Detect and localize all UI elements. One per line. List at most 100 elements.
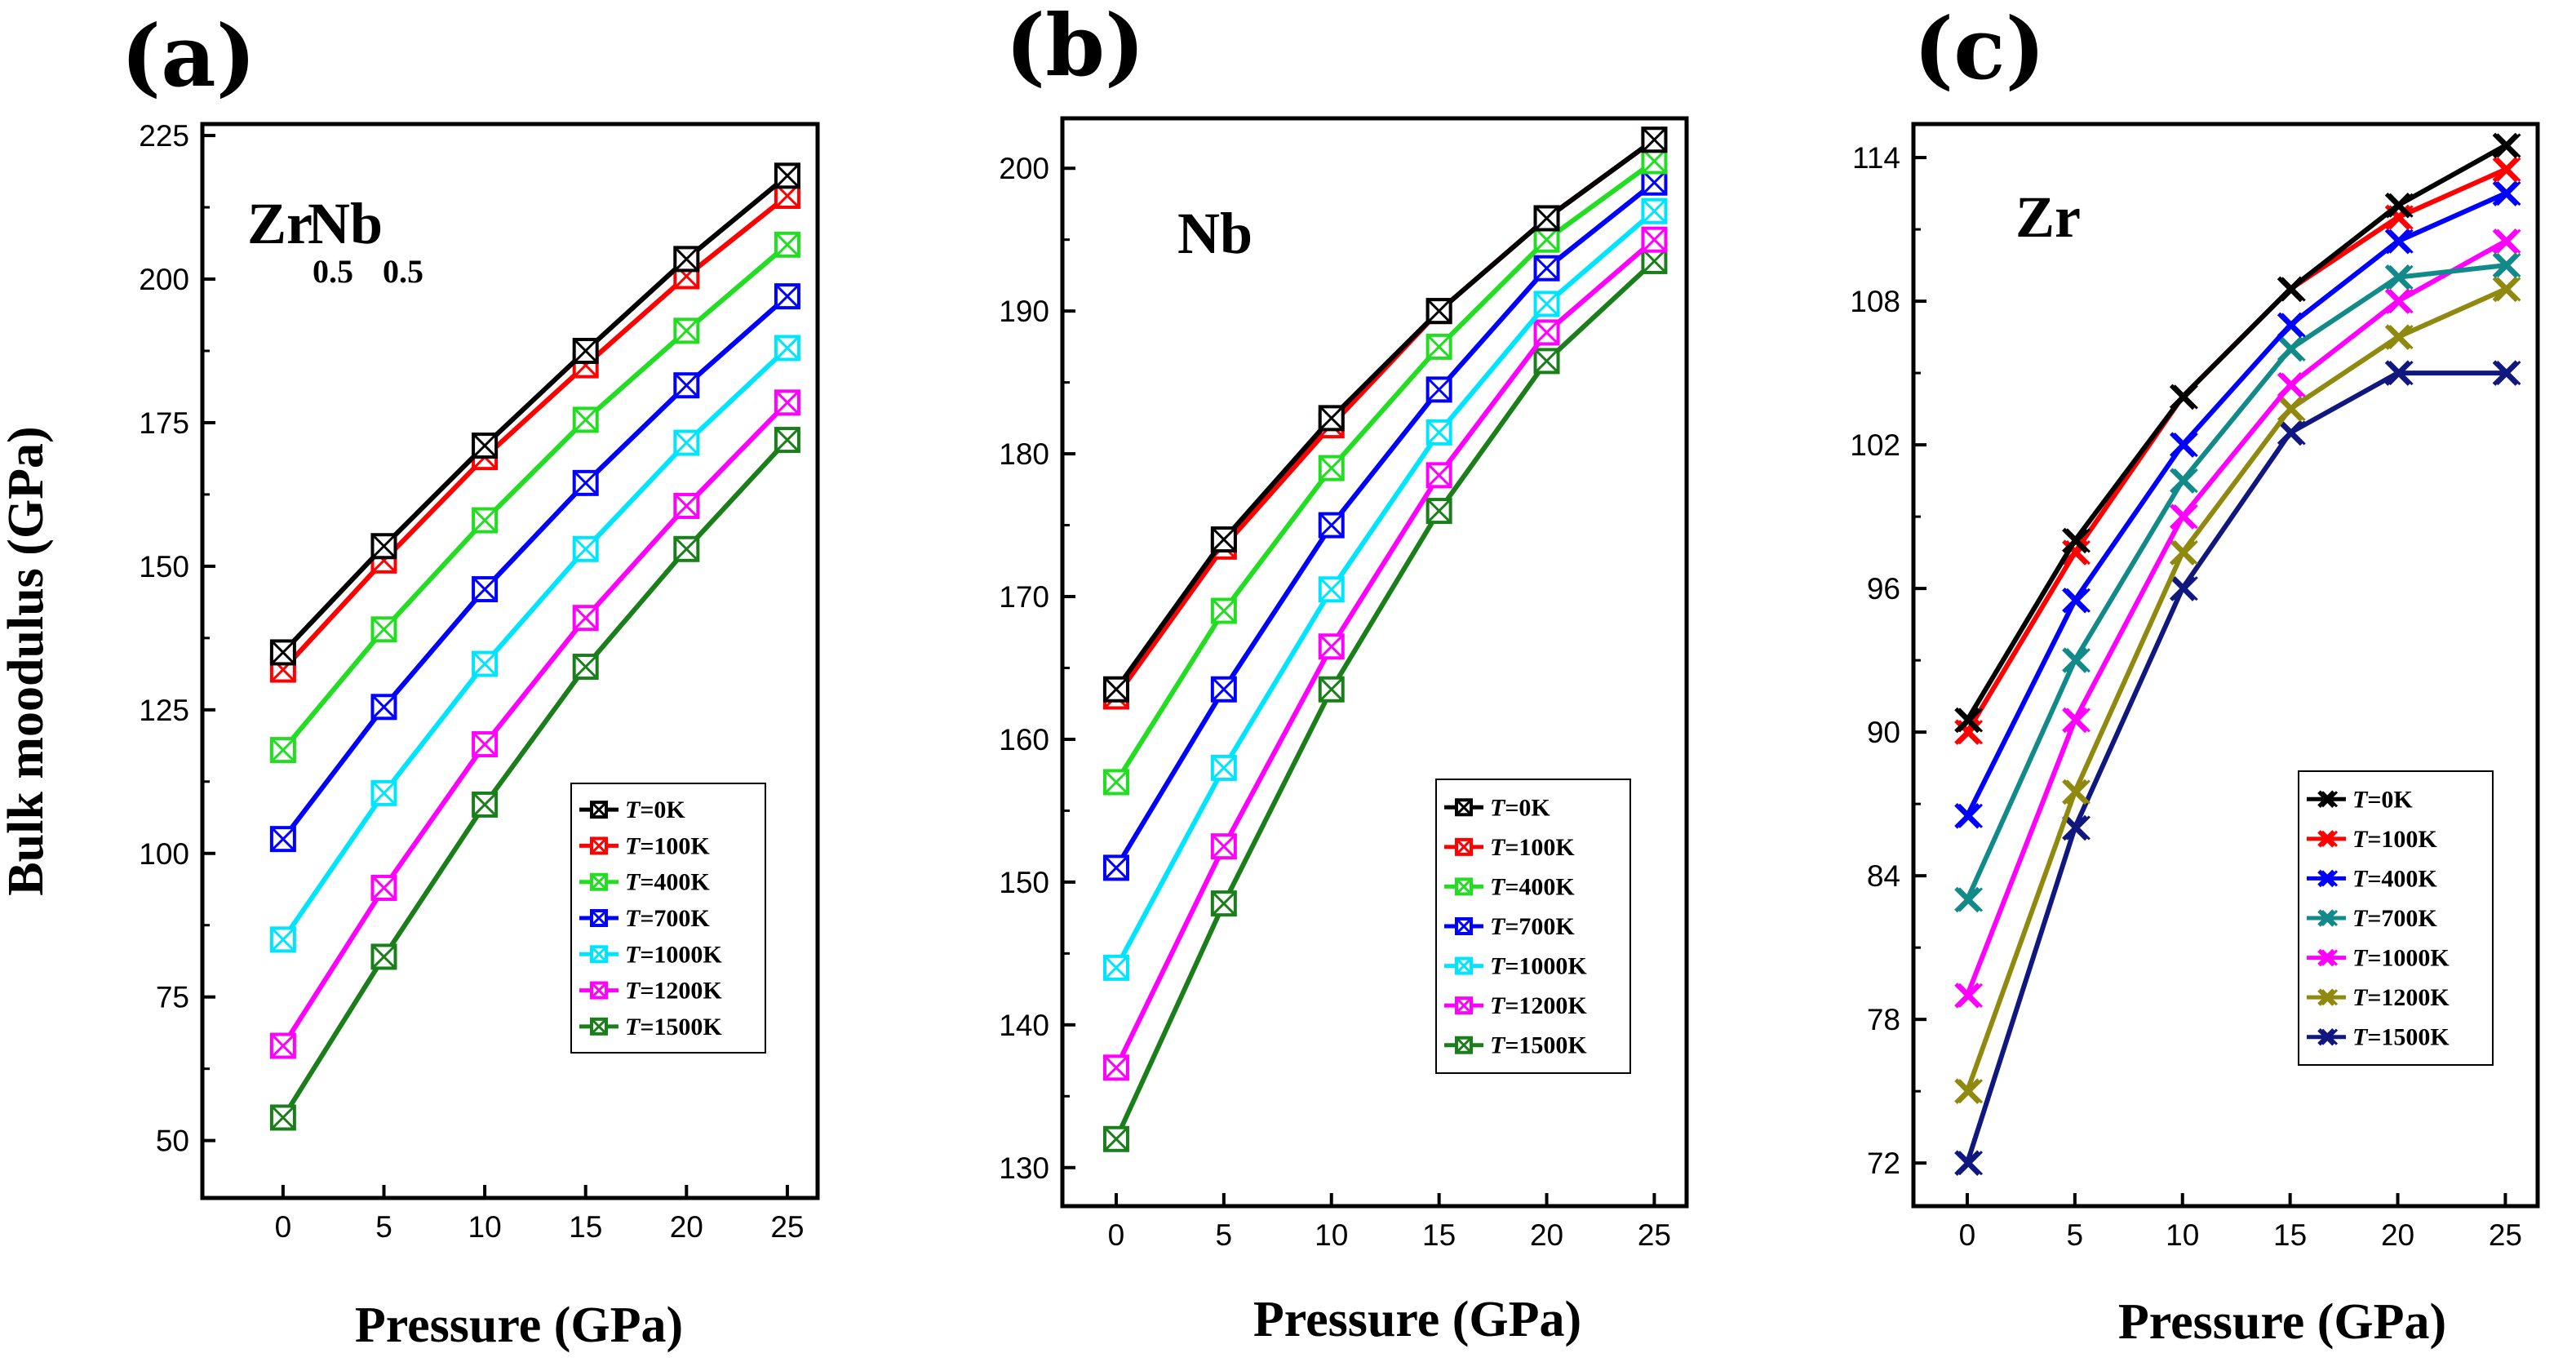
x-tick-label: 15 [569, 1210, 602, 1244]
annot-c-main1: Zr [2015, 184, 2081, 250]
series-t-1500k [1102, 247, 1668, 1152]
legend-label: T=0K [625, 796, 685, 823]
data-point [673, 246, 700, 273]
y-tick-label: 102 [1850, 428, 1900, 462]
data-point [774, 162, 800, 189]
series-t-700k [1954, 252, 2521, 913]
annot-a-main1: Zr [247, 191, 313, 256]
series-line [1965, 370, 2506, 1165]
data-point [590, 945, 608, 964]
data-point [1455, 798, 1473, 817]
series-t-1500k [1954, 360, 2521, 1176]
y-tick-label: 140 [999, 1009, 1049, 1042]
legend-entry: T=700K [2307, 905, 2437, 932]
legend-label: T=0K [1490, 794, 1550, 821]
data-point [472, 433, 499, 459]
data-point [2277, 312, 2306, 339]
data-point [370, 943, 397, 970]
legend-entry: T=1200K [1444, 992, 1587, 1019]
data-point [2492, 228, 2521, 255]
data-point [2384, 360, 2414, 386]
data-point [774, 427, 800, 454]
data-point [269, 1104, 296, 1131]
data-point [572, 469, 599, 496]
data-point [1210, 597, 1237, 624]
series-t-0k [1102, 126, 1668, 703]
data-point [2492, 252, 2521, 278]
series-line [281, 242, 789, 752]
series-line [1965, 143, 2507, 722]
y-tick-label: 90 [1867, 716, 1900, 749]
x-tick-label: 15 [1422, 1218, 1456, 1252]
series-t-0k [269, 162, 800, 666]
y-tick-label: 190 [999, 295, 1049, 328]
panel-annotation-c: Zr [2015, 184, 2081, 250]
data-point [673, 535, 700, 562]
data-point [1425, 419, 1452, 446]
series-t-700k [269, 283, 800, 853]
data-point [590, 981, 608, 1000]
data-point [269, 926, 296, 953]
y-tick-label: 75 [156, 981, 189, 1014]
panel-annotation-b: Nb [1177, 201, 1253, 266]
panel-b: (b) Nb Pressure (GPa) 130140150160170180… [999, 0, 1689, 1347]
legend-entry: T=0K [1444, 794, 1550, 821]
x-tick-label: 5 [1216, 1218, 1233, 1252]
legend-label: T=400K [2352, 865, 2437, 892]
series-line [1965, 191, 2507, 818]
series-line [281, 294, 789, 841]
data-point [1102, 676, 1129, 703]
data-point [1102, 954, 1129, 981]
data-point [1318, 455, 1345, 481]
legend-entry: T=1000K [579, 941, 722, 968]
plot-area-a: 50 75 100 125 150 175 200 225 0 5 10 15 20 25 T=0K T=10… [139, 119, 820, 1244]
data-point [2317, 1027, 2339, 1046]
series-line [1114, 159, 1656, 783]
data-point [2384, 264, 2414, 291]
x-tick-label: 20 [2381, 1218, 2414, 1252]
series-line [281, 173, 789, 654]
legend-entry: T=1000K [1444, 953, 1587, 980]
data-point [2169, 504, 2198, 530]
panel-label-a: (a) [121, 6, 256, 106]
legend-label: T=0K [2352, 786, 2413, 813]
data-point [2384, 288, 2414, 314]
series-t-1500k [269, 427, 800, 1131]
data-point [2317, 988, 2339, 1006]
legend-entry: T=1500K [579, 1014, 722, 1040]
data-point [1455, 996, 1473, 1015]
series-t-1200k [269, 389, 800, 1059]
legend-entry: T=1000K [2307, 945, 2450, 972]
series-line [1114, 137, 1656, 691]
legend: T=0K T=100K T=400K T=700K T=1000K T=1200K T=15… [570, 783, 766, 1054]
legend-label: T=700K [2352, 905, 2437, 932]
data-point [2492, 132, 2521, 159]
data-point [2062, 527, 2091, 554]
data-point [1210, 890, 1237, 917]
legend-label: T=1200K [2352, 984, 2450, 1011]
legend-entry: T=100K [579, 832, 710, 859]
data-point [774, 335, 800, 362]
data-point [590, 909, 608, 927]
legend-entry: T=1500K [2307, 1024, 2450, 1051]
x-tick-label: 20 [1530, 1218, 1563, 1252]
series-t-1200k [1102, 226, 1668, 1081]
data-point [2384, 324, 2414, 350]
x-axis-title-a: Pressure (GPa) [355, 1298, 683, 1353]
y-tick-label: 200 [139, 263, 189, 296]
data-point [1641, 148, 1668, 175]
panel-label-c: (c) [1913, 0, 2046, 99]
data-point [1954, 1078, 1984, 1104]
data-point [2492, 276, 2521, 303]
x-tick-label: 0 [1959, 1218, 1976, 1252]
y-tick-label: 125 [139, 694, 189, 727]
data-point [1425, 376, 1452, 403]
data-point [370, 533, 397, 560]
data-point [673, 429, 700, 456]
data-point [472, 507, 499, 534]
data-point [1533, 255, 1560, 282]
data-point [1318, 405, 1345, 432]
data-point [1318, 512, 1345, 539]
series-line [1114, 259, 1656, 1141]
